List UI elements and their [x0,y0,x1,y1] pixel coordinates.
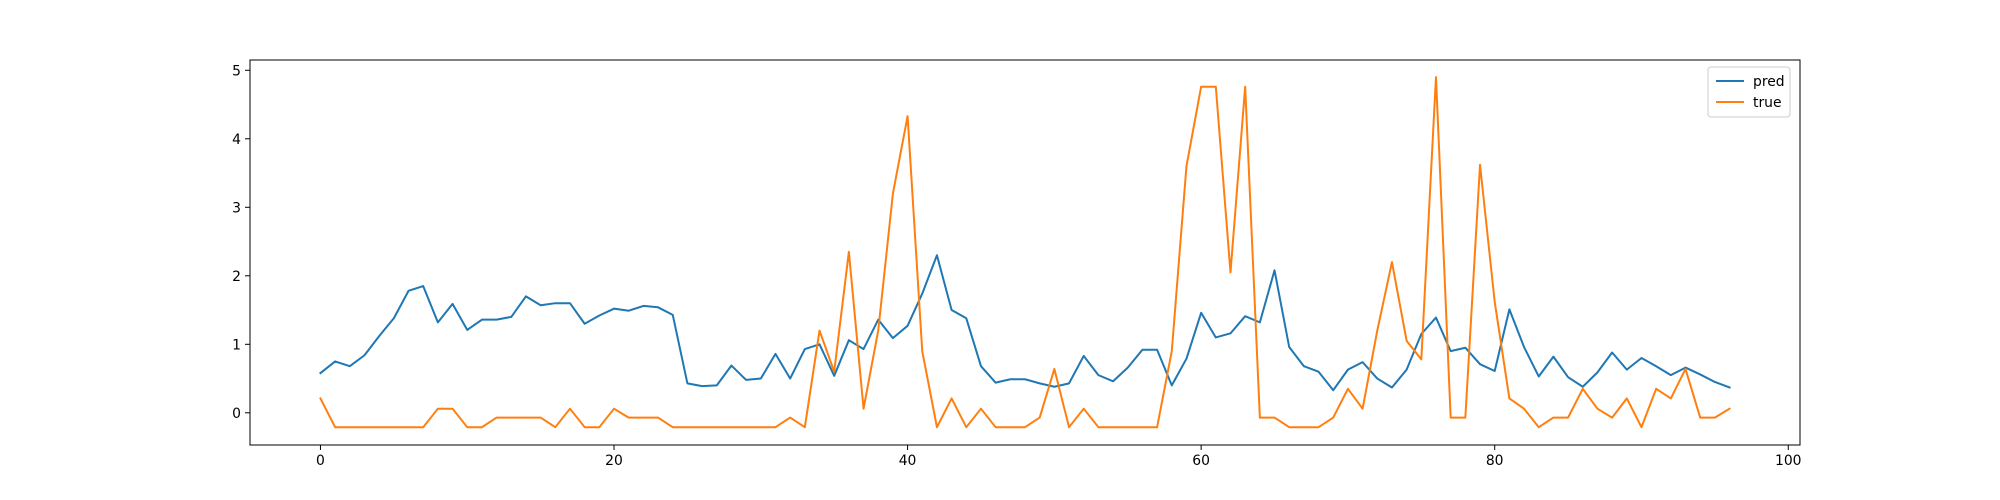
series-layer [319,76,1731,429]
y-tick-label: 4 [232,132,241,148]
plot-area-frame [249,59,1801,446]
y-tick-label: 2 [232,269,241,285]
x-tick-label: 40 [899,453,917,469]
series-line-pred [319,254,1731,392]
y-tick-label: 5 [232,63,241,79]
legend-label-pred: pred [1753,74,1785,90]
y-tick-label: 1 [232,337,241,353]
x-tick-label: 0 [316,453,325,469]
series-line-true [319,76,1731,429]
legend-box [1707,66,1791,118]
y-tick-label: 3 [232,200,241,216]
legend: pred true [1707,66,1791,118]
x-tick-label: 60 [1192,453,1210,469]
x-tick-label: 100 [1775,453,1802,469]
y-tick-label: 0 [232,406,241,422]
legend-label-true: true [1753,95,1782,111]
x-axis: 0 20 40 60 80 100 [316,445,1802,469]
y-axis: 0 1 2 3 4 5 [232,63,250,422]
x-tick-label: 80 [1486,453,1504,469]
x-tick-label: 20 [605,453,623,469]
